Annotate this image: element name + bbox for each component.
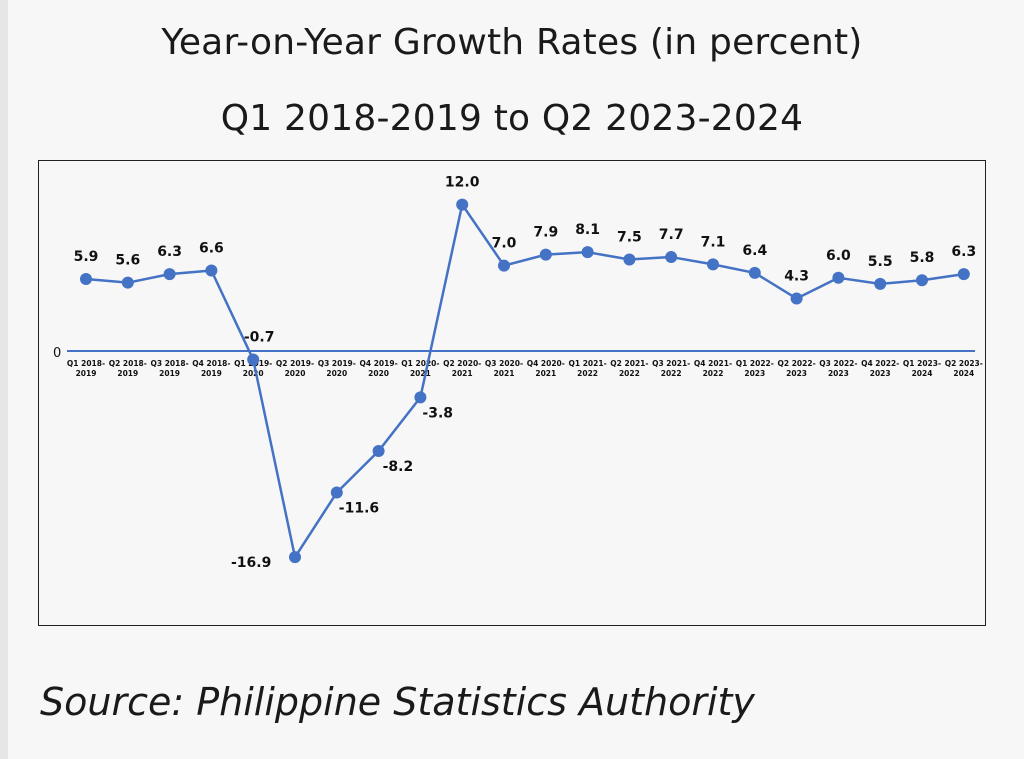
x-tick-label: 2023 — [786, 369, 807, 378]
chart-subtitle: Q1 2018-2019 to Q2 2023-2024 — [220, 98, 804, 139]
data-label: 6.4 — [742, 243, 767, 259]
x-tick-label: 2022 — [661, 369, 682, 378]
data-point — [581, 246, 594, 259]
data-label: 6.0 — [826, 248, 851, 264]
data-label: 5.5 — [868, 254, 893, 270]
data-point — [874, 277, 887, 290]
data-point — [163, 268, 176, 281]
x-tick-label: Q4 2020- — [527, 359, 565, 368]
x-tick-label: 2021 — [494, 369, 515, 378]
data-label: 4.3 — [784, 269, 809, 285]
data-label: 6.3 — [951, 244, 976, 260]
data-point — [832, 271, 845, 284]
x-tick-label: Q4 2022- — [861, 359, 899, 368]
x-tick-label: Q1 2020- — [401, 359, 439, 368]
data-label: 8.1 — [575, 222, 600, 238]
data-point — [916, 274, 928, 287]
data-point — [707, 258, 719, 271]
x-tick-label: 2019 — [76, 369, 97, 378]
data-point — [330, 486, 343, 499]
x-tick-label: 2023 — [828, 369, 849, 378]
x-tick-label: 2020 — [285, 369, 306, 378]
data-label: 7.5 — [617, 230, 642, 246]
x-tick-label: Q3 2019- — [318, 359, 356, 368]
x-tick-label: Q2 2018- — [109, 359, 147, 368]
data-point — [498, 259, 510, 272]
x-tick-label: 2023 — [870, 369, 891, 378]
x-tick-label: 2021 — [452, 369, 473, 378]
x-tick-label: Q3 2020- — [485, 359, 523, 368]
source-note: Source: Philippine Statistics Authority — [40, 680, 755, 724]
data-point — [121, 276, 134, 289]
data-label: 7.0 — [492, 236, 517, 252]
chart-title: Year-on-Year Growth Rates (in percent) — [161, 22, 863, 63]
x-tick-label: 2024 — [953, 369, 974, 378]
data-point — [665, 251, 678, 264]
x-tick-label: 2020 — [368, 369, 389, 378]
x-tick-label: Q1 2022- — [736, 359, 774, 368]
data-point — [456, 198, 469, 211]
x-tick-label: Q4 2018- — [192, 359, 230, 368]
x-tick-label: Q2 2022- — [777, 359, 815, 368]
x-tick-label: Q3 2018- — [150, 359, 188, 368]
x-tick-label: 2020 — [326, 369, 347, 378]
x-tick-label: 2021 — [535, 369, 556, 378]
x-tick-label: 2024 — [912, 369, 933, 378]
x-tick-label: Q2 2021- — [610, 359, 648, 368]
data-label: -3.8 — [422, 405, 453, 421]
data-point — [957, 268, 970, 281]
x-tick-label: 2019 — [201, 369, 222, 378]
x-tick-label: 2022 — [619, 369, 640, 378]
data-point — [539, 248, 552, 261]
chart-frame: 0 Q1 2018- 2019 Q2 2018- 2019 Q3 2018- 2019 Q4 … — [38, 160, 986, 626]
x-tick-label: Q2 2023- — [945, 359, 983, 368]
series-line — [85, 203, 964, 559]
data-label: 6.6 — [199, 240, 224, 256]
x-tick-label: 2023 — [744, 369, 765, 378]
x-tick-label: 2022 — [577, 369, 598, 378]
x-tick-label: Q1 2018- — [67, 359, 105, 368]
data-label: 7.7 — [659, 227, 684, 243]
x-tick-label: Q4 2021- — [694, 359, 732, 368]
data-point — [289, 551, 301, 564]
x-tick-label: Q3 2021- — [652, 359, 690, 368]
x-tick-label: Q2 2019- — [276, 359, 314, 368]
data-point — [748, 266, 761, 279]
x-tick-label: 2019 — [117, 369, 138, 378]
data-point — [247, 353, 260, 366]
x-tick-label: Q1 2021- — [568, 359, 606, 368]
data-label: 7.1 — [701, 234, 726, 250]
data-label: -11.6 — [339, 501, 379, 517]
data-point — [790, 292, 803, 305]
x-tick-label: 2020 — [243, 369, 264, 378]
data-label: 5.6 — [115, 253, 140, 269]
data-label: 12.0 — [445, 175, 480, 191]
data-point — [414, 391, 427, 404]
data-label: -8.2 — [383, 459, 414, 475]
x-tick-label: Q4 2019- — [359, 359, 397, 368]
data-label: 7.9 — [533, 225, 558, 241]
data-label: -0.7 — [244, 330, 275, 346]
data-label: 5.8 — [910, 250, 935, 266]
x-tick-label: Q2 2020- — [443, 359, 481, 368]
data-label: 5.9 — [74, 249, 99, 265]
data-label: 6.3 — [157, 244, 182, 260]
x-tick-label: Q1 2023- — [903, 359, 941, 368]
data-label: -16.9 — [231, 555, 271, 571]
data-point — [80, 273, 92, 286]
x-tick-label: 2019 — [159, 369, 180, 378]
data-point — [623, 253, 636, 266]
x-tick-label: Q3 2022- — [819, 359, 857, 368]
y-axis-zero-label: 0 — [53, 346, 61, 361]
data-point — [205, 264, 218, 277]
left-edge-strip — [0, 0, 8, 759]
x-tick-label: 2022 — [703, 369, 724, 378]
data-point — [372, 445, 385, 458]
x-tick-label: 2021 — [410, 369, 431, 378]
